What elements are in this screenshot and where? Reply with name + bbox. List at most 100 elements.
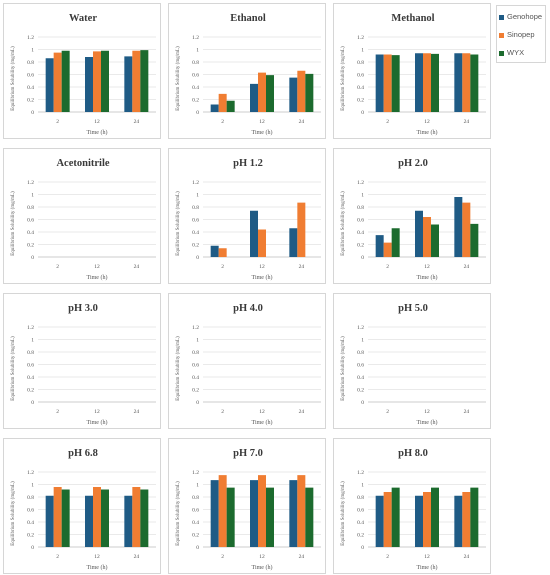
legend-swatch-sinopep: [499, 32, 504, 38]
bar-sinopep: [218, 248, 227, 257]
chart-panel-ph-2-0: pH 2.0 0 0.2 0.4 0.6 0.8 1 1.2 2 12 24 Time (h) Equi…: [333, 148, 491, 284]
chart-svg: pH 7.0 0 0.2 0.4 0.6 0.8 1 1.2 2 12 24 Time (h) Equi…: [176, 448, 321, 571]
y-tick-label: 1: [31, 338, 34, 344]
chart-panel-ph-5-0: pH 5.0 0 0.2 0.4 0.6 0.8 1 1.2 2 12 24 Time (h) Equi…: [333, 293, 491, 429]
y-tick-label: 1.2: [192, 325, 199, 331]
bar-sinopep: [258, 229, 266, 257]
chart-panel-ph-3-0: pH 3.0 0 0.2 0.4 0.6 0.8 1 1.2 2 12 24 Time (h) Equi…: [3, 293, 161, 429]
bar-genohope: [375, 54, 384, 112]
y-tick-label: 0.4: [192, 230, 199, 236]
y-tick-label: 0.4: [27, 230, 34, 236]
y-tick-label: 1.2: [192, 180, 199, 186]
y-tick-label: 0.2: [357, 388, 364, 394]
y-tick-label: 0.2: [357, 243, 364, 249]
x-axis-label: Time (h): [252, 419, 273, 426]
y-tick-label: 0.2: [192, 98, 199, 104]
y-tick-label: 0.2: [27, 98, 34, 104]
y-tick-label: 0.8: [192, 205, 199, 211]
bar-sinopep: [297, 475, 306, 547]
y-tick-label: 1: [31, 483, 34, 489]
y-tick-label: 0.2: [192, 533, 199, 539]
x-tick-label: 12: [94, 409, 100, 415]
chart-svg: Methanol 0 0.2 0.4 0.6 0.8 1 1.2 2 12 24 Time (h) Eq…: [341, 13, 486, 136]
bar-genohope: [45, 495, 54, 547]
bar-genohope: [210, 480, 219, 547]
bar-genohope: [454, 53, 463, 112]
legend-item-sinopep: Sinopep: [499, 30, 535, 39]
bar-wyx: [391, 228, 400, 257]
bar-genohope: [375, 235, 384, 257]
y-axis-label: Equilibrium Solubility (mg/mL): [341, 46, 346, 111]
y-tick-label: 0: [31, 255, 34, 261]
chart-title: Methanol: [391, 13, 434, 24]
x-tick-label: 12: [424, 264, 430, 270]
x-tick-label: 2: [221, 119, 224, 125]
chart-svg: Water 0 0.2 0.4 0.6 0.8 1 1.2 2 12 24 Time (h) Equil…: [11, 13, 156, 136]
legend-label: WYX: [507, 48, 525, 57]
y-tick-label: 0: [196, 545, 199, 551]
bar-genohope: [124, 495, 133, 547]
chart-svg: pH 6.8 0 0.2 0.4 0.6 0.8 1 1.2 2 12 24 Time (h) Equi…: [11, 448, 156, 571]
bar-genohope: [250, 210, 258, 257]
legend-label: Genohope: [507, 12, 543, 21]
y-tick-label: 0: [196, 110, 199, 116]
y-axis-label: Equilibrium Solubility (mg/mL): [176, 336, 181, 401]
chart-svg: pH 3.0 0 0.2 0.4 0.6 0.8 1 1.2 2 12 24 Time (h) Equi…: [11, 303, 156, 426]
x-tick-label: 24: [134, 119, 140, 125]
y-tick-label: 1: [196, 483, 199, 489]
bar-sinopep: [132, 487, 141, 547]
x-tick-label: 2: [221, 554, 224, 560]
y-tick-label: 1: [196, 338, 199, 344]
y-tick-label: 0.6: [357, 508, 364, 514]
y-tick-label: 1.2: [357, 180, 364, 186]
bar-sinopep: [132, 50, 141, 112]
chart-panel-ph-6-8: pH 6.8 0 0.2 0.4 0.6 0.8 1 1.2 2 12 24 Time (h) Equi…: [3, 438, 161, 574]
y-tick-label: 1: [361, 338, 364, 344]
x-tick-label: 24: [299, 119, 305, 125]
y-tick-label: 0.4: [357, 85, 364, 91]
chart-svg: pH 4.0 0 0.2 0.4 0.6 0.8 1 1.2 2 12 24 Time (h) Equi…: [176, 303, 321, 426]
x-axis-label: Time (h): [417, 274, 438, 281]
y-tick-label: 0.2: [357, 98, 364, 104]
x-axis-label: Time (h): [417, 419, 438, 426]
bar-wyx: [140, 489, 149, 547]
bar-genohope: [415, 53, 423, 112]
y-tick-label: 1.2: [192, 35, 199, 41]
y-tick-label: 0.4: [192, 520, 199, 526]
y-axis-label: Equilibrium Solubility (mg/mL): [11, 191, 16, 256]
chart-panel-ethanol: Ethanol 0 0.2 0.4 0.6 0.8 1 1.2 2 12 24 Time (h) Equ…: [168, 3, 326, 139]
x-tick-label: 12: [424, 554, 430, 560]
chart-title: pH 4.0: [233, 303, 263, 314]
y-tick-label: 0.8: [357, 205, 364, 211]
y-tick-label: 0.2: [27, 388, 34, 394]
y-tick-label: 1.2: [27, 325, 34, 331]
y-tick-label: 0.6: [192, 508, 199, 514]
chart-panel-ph-4-0: pH 4.0 0 0.2 0.4 0.6 0.8 1 1.2 2 12 24 Time (h) Equi…: [168, 293, 326, 429]
x-tick-label: 12: [259, 554, 265, 560]
x-tick-label: 2: [386, 409, 389, 415]
y-tick-label: 0.6: [27, 508, 34, 514]
chart-panel-acetonitrile: Acetonitrile 0 0.2 0.4 0.6 0.8 1 1.2 2 12 24 Time (…: [3, 148, 161, 284]
bar-wyx: [391, 487, 400, 547]
bar-sinopep: [383, 492, 392, 547]
y-tick-label: 1: [31, 48, 34, 54]
bar-sinopep: [462, 202, 471, 257]
x-tick-label: 2: [56, 119, 59, 125]
y-tick-label: 1: [196, 48, 199, 54]
bar-genohope: [289, 228, 298, 257]
y-tick-label: 0.4: [27, 85, 34, 91]
bar-genohope: [210, 245, 219, 257]
x-tick-label: 24: [464, 264, 470, 270]
bar-sinopep: [218, 93, 227, 112]
bar-wyx: [391, 55, 400, 112]
x-tick-label: 12: [424, 119, 430, 125]
bar-sinopep: [462, 53, 471, 112]
x-tick-label: 2: [56, 409, 59, 415]
bar-sinopep: [383, 54, 392, 112]
bar-sinopep: [258, 72, 266, 112]
y-tick-label: 0.6: [27, 218, 34, 224]
x-tick-label: 12: [259, 409, 265, 415]
y-tick-label: 0.8: [27, 350, 34, 356]
x-tick-label: 24: [299, 409, 305, 415]
bar-genohope: [124, 56, 133, 112]
